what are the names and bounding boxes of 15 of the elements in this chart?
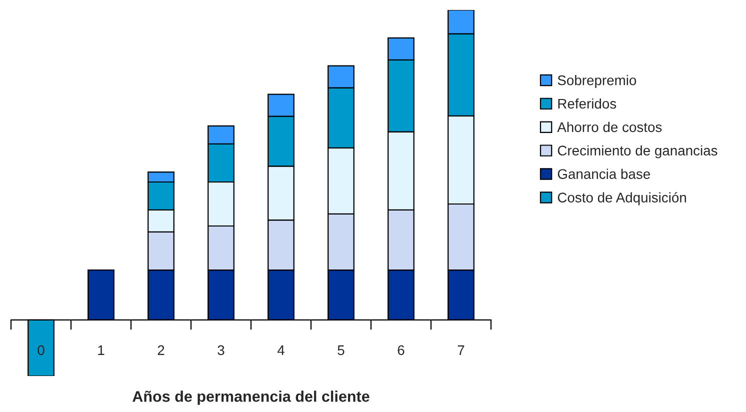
legend-label: Costo de Adquisición: [558, 192, 686, 206]
legend-label: Ahorro de costos: [557, 122, 662, 132]
x-tick-label: 6: [398, 345, 404, 356]
legend-label: Ganancia base: [558, 168, 650, 179]
legend-label: Crecimiento de ganancias: [558, 145, 718, 158]
x-tick-label: 4: [277, 345, 284, 355]
x-tick-label: 2: [158, 345, 164, 355]
x-axis-title: Años de permanencia del cliente: [132, 390, 370, 405]
x-tick-label: 3: [218, 345, 224, 356]
legend-label: Sobrepremio: [558, 75, 636, 88]
x-tick-label: 7: [458, 345, 464, 355]
x-tick-label: 5: [338, 345, 344, 356]
legend-label: Referidos: [558, 98, 616, 109]
x-tick-label: 0: [38, 345, 44, 356]
x-tick-label: 1: [98, 345, 104, 355]
